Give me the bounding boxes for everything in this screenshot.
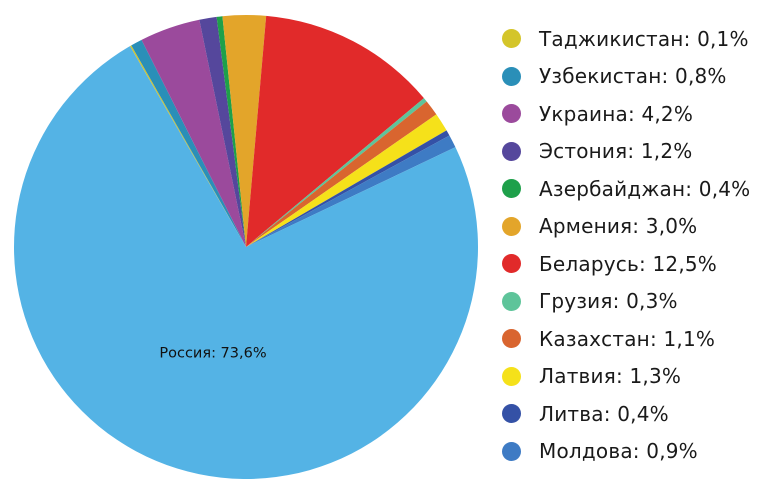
pie-slice — [141, 19, 246, 247]
legend-swatch — [502, 441, 521, 461]
pie-chart: Россия: 73,6% — [14, 15, 479, 479]
legend-swatch — [502, 329, 521, 349]
pie-slice — [216, 16, 246, 248]
legend-label: Таджикистан: 0,1% — [539, 26, 749, 51]
legend-swatch — [502, 291, 521, 311]
legend-label: Молдова: 0,9% — [539, 439, 698, 464]
legend-label: Латвия: 1,3% — [539, 364, 682, 389]
pie-slice — [14, 46, 479, 479]
chart-legend: Таджикистан: 0,1% Узбекистан: 0,8% Украина… — [502, 20, 750, 470]
slice-label: Россия: 73,6% — [159, 345, 266, 361]
pie-slice — [246, 135, 456, 247]
legend-label: Казахстан: 1,1% — [539, 326, 716, 351]
pie-slice — [246, 15, 424, 247]
pie-slice — [246, 98, 427, 248]
legend-label: Беларусь: 12,5% — [539, 251, 718, 276]
legend-swatch — [502, 66, 521, 86]
legend-swatch — [502, 104, 521, 124]
legend-item: Украина: 4,2% — [502, 95, 750, 133]
legend-item: Армения: 3,0% — [502, 208, 750, 246]
legend-item: Азербайджан: 0,4% — [502, 170, 750, 208]
legend-item: Латвия: 1,3% — [502, 358, 750, 396]
legend-swatch — [502, 141, 521, 161]
legend-swatch — [502, 179, 521, 199]
legend-label: Азербайджан: 0,4% — [539, 176, 751, 201]
legend-label: Грузия: 0,3% — [539, 289, 678, 314]
legend-swatch — [502, 254, 521, 274]
legend-item: Казахстан: 1,1% — [502, 320, 750, 358]
legend-item: Узбекистан: 0,8% — [502, 58, 750, 96]
legend-swatch — [502, 216, 521, 236]
legend-label: Эстония: 1,2% — [539, 139, 693, 164]
pie-slice — [246, 114, 447, 247]
pie-slice — [246, 130, 450, 247]
legend-label: Узбекистан: 0,8% — [539, 64, 727, 89]
pie-slice — [222, 15, 267, 247]
legend-item: Молдова: 0,9% — [502, 433, 750, 471]
legend-swatch — [502, 29, 521, 49]
legend-label: Украина: 4,2% — [539, 101, 694, 126]
legend-item: Грузия: 0,3% — [502, 283, 750, 321]
legend-item: Эстония: 1,2% — [502, 133, 750, 171]
pie-slice — [131, 39, 246, 248]
legend-item: Литва: 0,4% — [502, 395, 750, 433]
legend-swatch — [502, 404, 521, 424]
legend-item: Беларусь: 12,5% — [502, 245, 750, 283]
legend-item: Таджикистан: 0,1% — [502, 20, 750, 58]
legend-label: Литва: 0,4% — [539, 401, 669, 426]
pie-slice — [199, 16, 246, 248]
pie-slice — [130, 45, 246, 247]
legend-label: Армения: 3,0% — [539, 214, 698, 239]
pie-slice — [246, 101, 437, 247]
legend-swatch — [502, 366, 521, 386]
